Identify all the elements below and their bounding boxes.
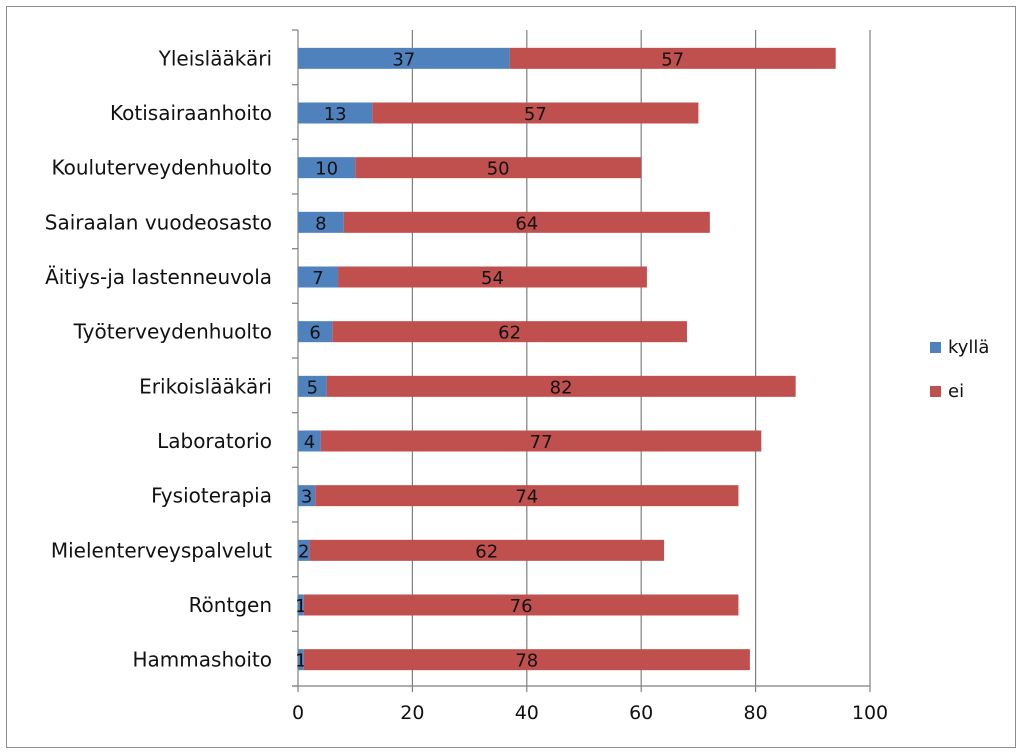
bar-kylla (298, 485, 316, 507)
bar-kylla (298, 102, 373, 124)
x-tick-label: 20 (400, 702, 424, 724)
bar-kylla (298, 375, 327, 397)
x-tick-label: 80 (744, 702, 768, 724)
category-label: Erikoislääkäri (139, 374, 272, 398)
legend-label-kylla: kyllä (948, 337, 989, 358)
data-label-ei: 57 (661, 49, 684, 70)
data-label-kylla: 7 (312, 268, 323, 289)
data-label-kylla: 4 (304, 432, 315, 453)
data-label-kylla: 5 (307, 377, 318, 398)
x-tick-label: 60 (629, 702, 653, 724)
category-label: Laboratorio (157, 429, 272, 453)
category-label: Sairaalan vuodeosasto (45, 210, 272, 234)
data-label-kylla: 6 (309, 323, 320, 344)
bar-ei (338, 266, 647, 288)
data-label-ei: 62 (475, 541, 498, 562)
bar-kylla (298, 266, 339, 288)
data-label-ei: 64 (515, 213, 538, 234)
bar-ei (315, 485, 739, 507)
bar-kylla (298, 47, 510, 69)
data-label-ei: 77 (530, 432, 553, 453)
category-label: Hammashoito (133, 648, 272, 672)
legend-label-ei: ei (948, 381, 964, 402)
category-label: Mielenterveyspalvelut (51, 538, 272, 562)
data-label-kylla: 1 (295, 596, 306, 617)
bar-ei (303, 649, 750, 671)
bar-kylla (298, 594, 304, 616)
data-label-ei: 50 (487, 159, 510, 180)
data-label-ei: 74 (515, 487, 538, 508)
legend-swatch-ei (930, 386, 941, 397)
bar-kylla (298, 321, 333, 343)
bar-kylla (298, 649, 304, 671)
data-label-kylla: 1 (295, 651, 306, 672)
x-tick-label: 40 (515, 702, 539, 724)
bar-ei (509, 47, 836, 69)
x-tick-label: 0 (292, 702, 304, 724)
data-label-ei: 76 (510, 596, 533, 617)
bar-kylla (298, 539, 310, 561)
category-label: Yleislääkäri (158, 46, 272, 70)
bar-ei (372, 102, 699, 124)
data-label-ei: 57 (524, 104, 547, 125)
bar-ei (343, 211, 710, 233)
chart-frame (6, 6, 1016, 748)
category-label: Kotisairaanhoito (110, 101, 272, 125)
bar-ei (320, 430, 762, 452)
data-label-ei: 54 (481, 268, 504, 289)
bar-ei (355, 157, 642, 179)
data-label-ei: 82 (550, 377, 573, 398)
data-label-kylla: 3 (301, 487, 312, 508)
category-label: Röntgen (189, 593, 272, 617)
data-label-kylla: 13 (324, 104, 347, 125)
x-tick-label: 100 (852, 702, 888, 724)
bar-kylla (298, 211, 344, 233)
legend-swatch-kylla (930, 342, 941, 353)
category-label: Työterveydenhuolto (73, 320, 272, 344)
bar-ei (303, 594, 739, 616)
data-label-kylla: 37 (392, 49, 415, 70)
category-label: Äitiys-ja lastenneuvola (45, 265, 272, 289)
bar-ei (326, 375, 796, 397)
data-label-kylla: 2 (298, 541, 309, 562)
bar-ei (332, 321, 687, 343)
data-label-kylla: 8 (315, 213, 326, 234)
bar-kylla (298, 157, 356, 179)
category-label: Fysioterapia (151, 484, 272, 508)
data-label-ei: 62 (498, 323, 521, 344)
data-label-ei: 78 (515, 651, 538, 672)
data-label-kylla: 10 (315, 159, 338, 180)
bar-kylla (298, 430, 321, 452)
bar-ei (309, 539, 665, 561)
category-label: Kouluterveydenhuolto (51, 156, 272, 180)
